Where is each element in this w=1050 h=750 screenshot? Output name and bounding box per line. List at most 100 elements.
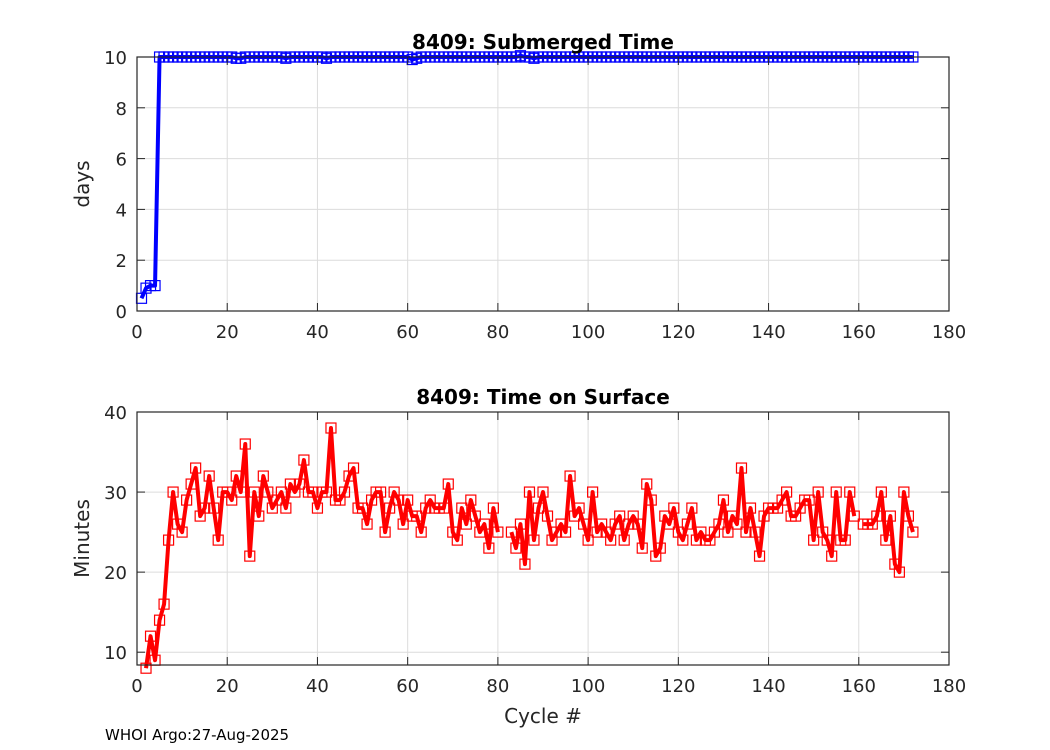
data-point bbox=[519, 558, 531, 570]
data-point bbox=[880, 534, 892, 546]
x-tick-label: 80 bbox=[486, 322, 509, 343]
data-point bbox=[559, 526, 572, 538]
data-point bbox=[397, 518, 409, 530]
data-point bbox=[577, 518, 590, 530]
data-point bbox=[483, 542, 495, 554]
data-point bbox=[839, 534, 851, 546]
data-point bbox=[149, 280, 161, 292]
data-point bbox=[654, 542, 666, 554]
data-point bbox=[181, 494, 193, 506]
data-point bbox=[162, 534, 175, 546]
x-tick-label: 80 bbox=[486, 676, 509, 697]
data-point bbox=[564, 470, 576, 482]
x-tick-label: 60 bbox=[396, 322, 419, 343]
y-tick-label: 40 bbox=[104, 403, 127, 424]
x-axis-label: Cycle # bbox=[504, 704, 582, 728]
data-point bbox=[248, 486, 260, 498]
y-tick-label: 10 bbox=[104, 643, 127, 664]
data-point bbox=[492, 526, 504, 538]
data-point bbox=[465, 494, 477, 506]
data-point bbox=[573, 502, 585, 514]
data-point bbox=[325, 422, 337, 434]
data-point bbox=[826, 550, 838, 562]
data-point bbox=[717, 494, 730, 506]
data-point bbox=[582, 534, 594, 546]
x-tick-label: 140 bbox=[751, 322, 785, 343]
data-point bbox=[144, 630, 157, 642]
x-tick-label: 120 bbox=[661, 322, 695, 343]
data-point bbox=[898, 486, 910, 498]
data-point bbox=[722, 526, 734, 538]
data-point bbox=[226, 494, 238, 506]
data-point bbox=[871, 510, 883, 522]
data-point bbox=[537, 486, 549, 498]
data-point bbox=[632, 518, 644, 530]
data-point bbox=[681, 518, 693, 530]
x-tick-label: 60 bbox=[396, 676, 419, 697]
data-point bbox=[361, 518, 373, 530]
y-tick-label: 30 bbox=[104, 483, 127, 504]
data-point bbox=[830, 486, 842, 498]
data-point bbox=[199, 502, 211, 514]
y-axis-label: Minutes bbox=[70, 499, 94, 578]
data-point bbox=[298, 454, 310, 466]
data-point bbox=[614, 510, 626, 522]
axes-frame bbox=[136, 56, 950, 312]
data-point bbox=[320, 486, 333, 498]
x-tick-label: 40 bbox=[306, 322, 329, 343]
data-point bbox=[713, 518, 725, 530]
data-point bbox=[438, 502, 450, 514]
y-tick-label: 20 bbox=[104, 563, 127, 584]
chart-title: 8409: Submerged Time bbox=[412, 30, 674, 54]
plot-area bbox=[137, 57, 949, 311]
x-tick-label: 160 bbox=[842, 322, 876, 343]
chart-1: 0 20 40 60 80 100 120 140 160 180 0 2 4 6 8 10 8409: Sub… bbox=[70, 30, 966, 343]
data-point bbox=[393, 494, 405, 506]
y-tick-label: 4 bbox=[116, 200, 127, 221]
data-point bbox=[514, 518, 527, 530]
y-tick-label: 6 bbox=[116, 150, 127, 171]
data-point bbox=[307, 486, 319, 498]
data-point bbox=[505, 526, 518, 538]
data-point bbox=[384, 502, 396, 514]
data-point bbox=[456, 502, 468, 514]
data-point bbox=[528, 534, 540, 546]
data-point bbox=[812, 486, 824, 498]
chart-title: 8409: Time on Surface bbox=[416, 385, 670, 409]
data-point bbox=[478, 518, 490, 530]
data-point bbox=[176, 526, 188, 538]
data-point bbox=[375, 486, 387, 498]
data-point bbox=[605, 534, 617, 546]
data-point bbox=[541, 510, 554, 522]
data-point bbox=[293, 478, 305, 490]
data-point bbox=[203, 470, 215, 482]
data-point bbox=[844, 486, 856, 498]
y-tick-label: 2 bbox=[116, 251, 127, 272]
data-point bbox=[523, 486, 536, 498]
data-point bbox=[460, 518, 472, 530]
data-point bbox=[749, 526, 761, 538]
data-point bbox=[347, 462, 360, 474]
data-point bbox=[442, 478, 454, 490]
data-point bbox=[230, 470, 242, 482]
data-point bbox=[140, 662, 152, 674]
x-tick-label: 100 bbox=[571, 676, 605, 697]
data-point bbox=[686, 502, 698, 514]
data-point bbox=[902, 510, 915, 522]
data-point bbox=[208, 502, 220, 514]
data-point bbox=[356, 502, 369, 514]
data-point bbox=[185, 478, 197, 490]
x-tick-label: 40 bbox=[306, 676, 329, 697]
data-point bbox=[735, 462, 748, 474]
x-tick-label: 0 bbox=[131, 676, 142, 697]
data-point bbox=[338, 486, 351, 498]
data-point bbox=[893, 566, 905, 578]
data-point bbox=[487, 502, 499, 514]
data-point bbox=[821, 534, 833, 546]
data-point bbox=[641, 478, 653, 490]
y-tick-label: 8 bbox=[116, 99, 127, 120]
data-point bbox=[677, 534, 689, 546]
data-point bbox=[158, 598, 170, 610]
data-point bbox=[803, 494, 815, 506]
x-tick-label: 180 bbox=[932, 676, 966, 697]
